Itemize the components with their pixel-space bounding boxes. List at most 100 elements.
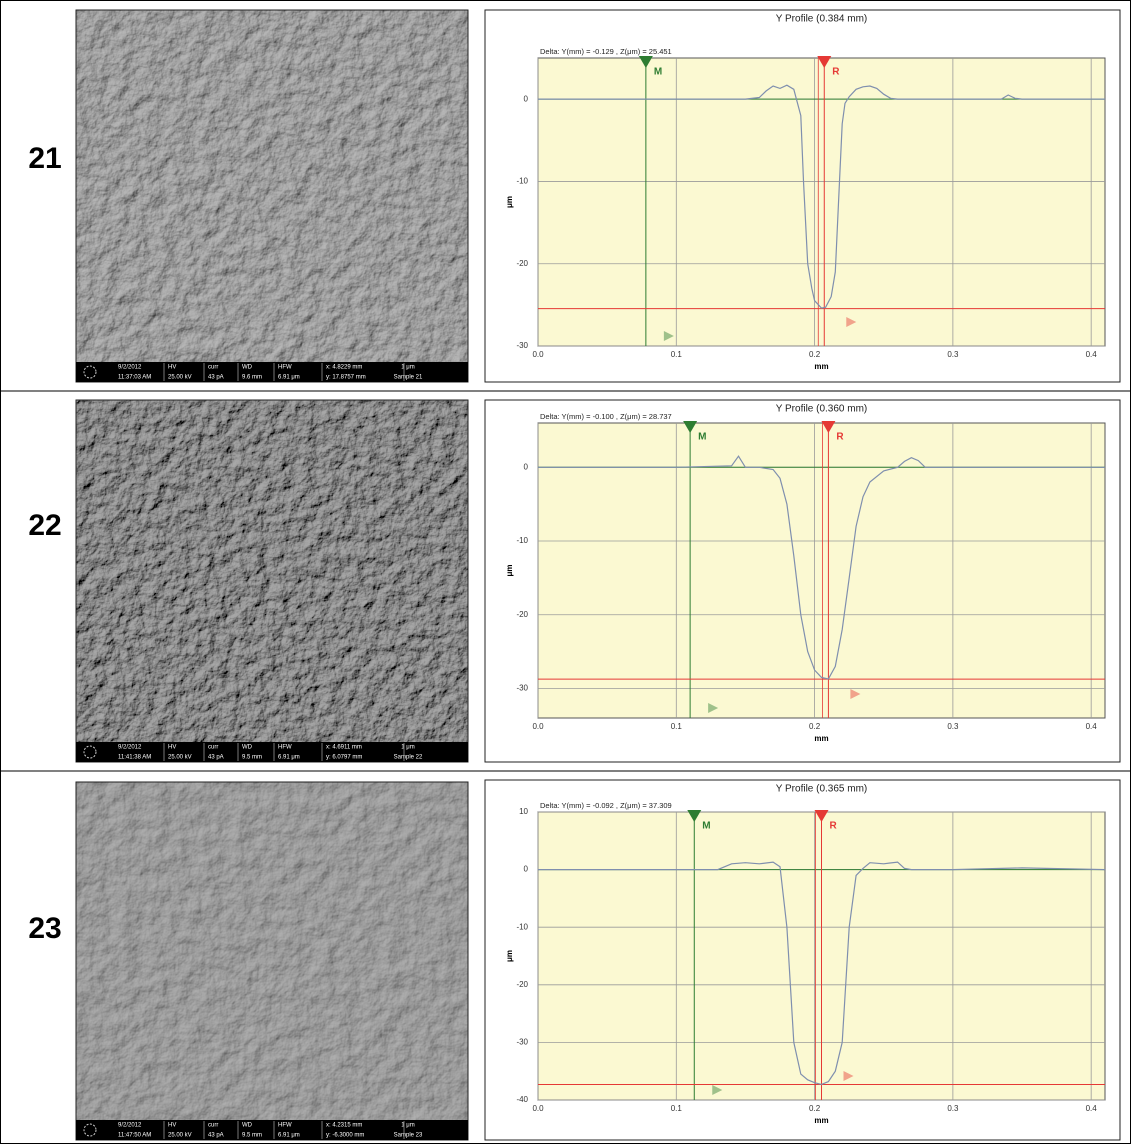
sem-info-text: 6.91 μm [278, 1133, 300, 1139]
y-axis-label: μm [505, 196, 514, 208]
y-axis-label: μm [505, 950, 514, 962]
y-tick-label: -20 [516, 980, 528, 989]
sem-info-bar [76, 1120, 468, 1140]
x-tick-label: 0.0 [532, 350, 544, 359]
y-tick-label: -30 [516, 1038, 528, 1047]
sem-info-text: 1 μm [401, 745, 414, 751]
profile-line [538, 455, 1105, 680]
x-tick-label: 0.3 [947, 1104, 959, 1113]
sem-info-text: curr [208, 1123, 218, 1129]
chart-title: Y Profile (0.360 mm) [776, 404, 868, 415]
y-tick-label: -10 [516, 922, 528, 931]
sem-info-text: 9/2/2012 [118, 745, 142, 751]
x-tick-label: 0.4 [1086, 350, 1098, 359]
sem-info-text: 6.91 μm [278, 375, 300, 381]
x-tick-label: 0.0 [532, 722, 544, 731]
cursor-label: R [830, 821, 838, 832]
sem-info-text: HV [168, 1123, 176, 1129]
sem-info-text: WD [242, 365, 253, 371]
sem-info-text: Sample 23 [394, 1133, 423, 1139]
cursor-marker [708, 703, 719, 713]
x-tick-label: 0.1 [671, 722, 683, 731]
sem-info-text: 43 pA [208, 375, 224, 381]
sem-info-text: x: 4.6911 mm [326, 745, 362, 751]
sem-info-text: WD [242, 745, 253, 751]
sem-info-bar [76, 362, 468, 382]
sem-info-text: HV [168, 365, 176, 371]
x-tick-label: 0.4 [1086, 722, 1098, 731]
sem-info-text: HFW [278, 1123, 292, 1129]
sem-image [76, 782, 468, 1140]
sem-info-text: x: 4.8229 mm [326, 365, 362, 371]
cursor-label: M [702, 821, 710, 832]
profile-line [538, 861, 1106, 1086]
cursor-handle [687, 810, 702, 822]
sem-info-text: 9.5 mm [242, 755, 262, 761]
sem-info-text: 11:47:50 AM [118, 1133, 151, 1139]
x-tick-label: 0.4 [1086, 1104, 1098, 1113]
plot-area [537, 57, 1106, 347]
sem-info-text: y: 6.0797 mm [326, 755, 362, 761]
sem-info-text: Sample 22 [394, 755, 423, 761]
sem-logo [83, 745, 97, 759]
sem-info-text: 43 pA [208, 755, 224, 761]
cursor-marker [846, 317, 857, 327]
sem-image [76, 400, 468, 762]
y-tick-label: 10 [519, 807, 528, 816]
sem-info-text: 1 μm [401, 365, 414, 371]
sem-info-text: 9.5 mm [242, 1133, 262, 1139]
cursor-handle [817, 56, 832, 68]
sem-info-text: 11:37:03 AM [118, 375, 151, 381]
x-tick-label: 0.2 [809, 1104, 821, 1113]
panel-label: 23 [28, 912, 61, 945]
x-tick-label: 0.0 [532, 1104, 544, 1113]
cursor-label: R [832, 67, 840, 78]
y-axis-label: μm [505, 564, 514, 576]
y-tick-label: -20 [516, 259, 528, 268]
y-tick-label: -30 [516, 341, 528, 350]
y-tick-label: 0 [524, 865, 529, 874]
sem-logo [83, 1123, 97, 1137]
sem-info-text: curr [208, 365, 218, 371]
x-tick-label: 0.3 [947, 722, 959, 731]
x-axis-label: mm [814, 362, 828, 371]
cursor-marker [712, 1085, 723, 1095]
annotation: Delta: Y(mm) = -0.129 , Z(μm) = 25.451 [540, 47, 672, 56]
x-tick-label: 0.3 [947, 350, 959, 359]
y-tick-label: -40 [516, 1095, 528, 1104]
sem-info-text: 43 pA [208, 1133, 224, 1139]
x-tick-label: 0.1 [671, 350, 683, 359]
sem-info-text: HFW [278, 365, 292, 371]
sem-logo [83, 365, 97, 379]
sem-info-text: curr [208, 745, 218, 751]
annotation: Delta: Y(mm) = -0.092 , Z(μm) = 37.309 [540, 801, 672, 810]
plot-area [537, 422, 1106, 719]
cursor-marker [850, 689, 861, 699]
x-tick-label: 0.2 [809, 350, 821, 359]
sem-info-text: 25.00 kV [168, 1133, 192, 1139]
sem-info-text: WD [242, 1123, 253, 1129]
panel-label: 21 [28, 142, 61, 175]
cursor-label: M [698, 432, 706, 443]
sem-info-text: 11:41:38 AM [118, 755, 151, 761]
sem-info-text: 6.91 μm [278, 755, 300, 761]
cursor-handle [814, 810, 829, 822]
chart-title: Y Profile (0.365 mm) [776, 784, 868, 795]
sem-info-text: y: -6.3000 mm [326, 1133, 364, 1139]
sem-info-text: 25.00 kV [168, 375, 192, 381]
x-tick-label: 0.1 [671, 1104, 683, 1113]
sem-info-text: 9/2/2012 [118, 365, 142, 371]
y-tick-label: -30 [516, 684, 528, 693]
sem-info-text: 1 μm [401, 1123, 414, 1129]
cursor-handle [821, 421, 836, 433]
y-tick-label: -10 [516, 536, 528, 545]
sem-info-text: x: 4.2315 mm [326, 1123, 362, 1129]
sem-info-text: Sample 21 [394, 375, 423, 381]
cursor-handle [638, 56, 653, 68]
cursor-label: R [836, 432, 844, 443]
y-tick-label: 0 [524, 94, 529, 103]
